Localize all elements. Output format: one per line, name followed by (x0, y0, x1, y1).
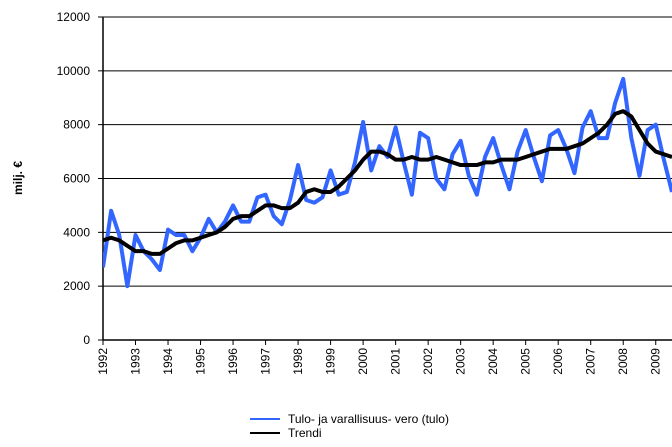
x-tick-label: 1992 (96, 348, 110, 375)
y-axis-label: milj. € (11, 161, 25, 195)
x-tick-label: 1994 (161, 348, 175, 375)
y-tick-label: 2000 (63, 279, 90, 293)
x-tick-label: 1993 (129, 348, 143, 375)
x-tick-label: 2007 (584, 348, 598, 375)
y-tick-label: 10000 (57, 64, 91, 78)
x-tick-label: 2004 (486, 348, 500, 375)
x-tick-label: 1999 (324, 348, 338, 375)
series-line (103, 76, 672, 289)
x-tick-label: 2000 (356, 348, 370, 375)
x-tick-label: 2001 (389, 348, 403, 375)
y-tick-label: 6000 (63, 172, 90, 186)
x-tick-label: 2003 (454, 348, 468, 375)
series-line (103, 109, 672, 256)
plot-area (103, 76, 672, 289)
x-tick-label: 1996 (226, 348, 240, 375)
y-tick-label: 0 (83, 333, 90, 347)
y-tick-label: 8000 (63, 118, 90, 132)
y-tick-label: 4000 (63, 225, 90, 239)
x-tick-label: 2008 (616, 348, 630, 375)
x-tick-label: 1997 (259, 348, 273, 375)
x-tick-label: 1995 (194, 348, 208, 375)
legend-label: Tulo- ja varallisuus- vero (tulo) (288, 412, 449, 426)
x-tick-label: 2005 (519, 348, 533, 375)
legend-label: Trendi (288, 426, 322, 440)
x-tick-label: 2006 (551, 348, 565, 375)
y-tick-label: 12000 (57, 10, 91, 24)
x-tick-label: 2009 (649, 348, 663, 375)
x-tick-label: 1998 (291, 348, 305, 375)
x-tick-label: 2002 (421, 348, 435, 375)
